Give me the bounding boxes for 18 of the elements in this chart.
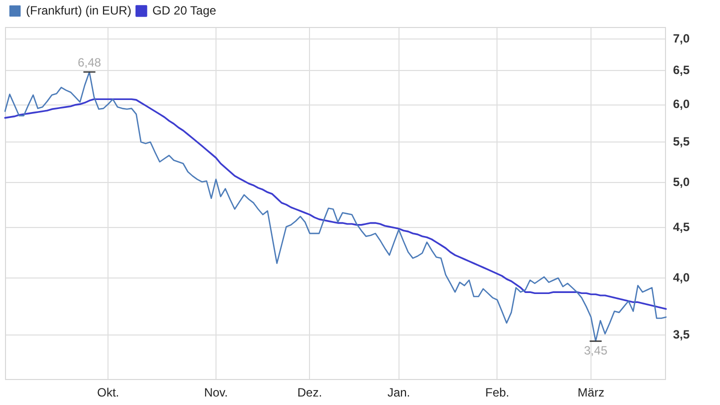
y-tick-label: 3,5 bbox=[673, 327, 690, 342]
x-tick-label: Dez. bbox=[297, 386, 322, 400]
legend-label: (Frankfurt) (in EUR) bbox=[26, 3, 132, 18]
x-tick-label: Jan. bbox=[387, 386, 410, 400]
y-tick-label: 7,0 bbox=[673, 31, 690, 46]
legend-label: GD 20 Tage bbox=[152, 3, 216, 18]
x-tick-label: Okt. bbox=[97, 386, 120, 400]
x-tick-label: Feb. bbox=[485, 386, 510, 400]
y-tick-label: 4,5 bbox=[673, 220, 690, 234]
annotation: 6,48 bbox=[78, 55, 102, 70]
y-tick-label: 5,5 bbox=[673, 134, 690, 148]
y-tick-label: 6,0 bbox=[673, 97, 690, 112]
y-tick-label: 5,0 bbox=[673, 175, 690, 190]
x-tick-label: Nov. bbox=[204, 386, 228, 400]
annotation: 3,45 bbox=[584, 343, 608, 358]
y-tick-label: 6,5 bbox=[673, 62, 690, 77]
y-tick-label: 4,0 bbox=[673, 270, 690, 284]
x-tick-label: März bbox=[578, 386, 604, 400]
